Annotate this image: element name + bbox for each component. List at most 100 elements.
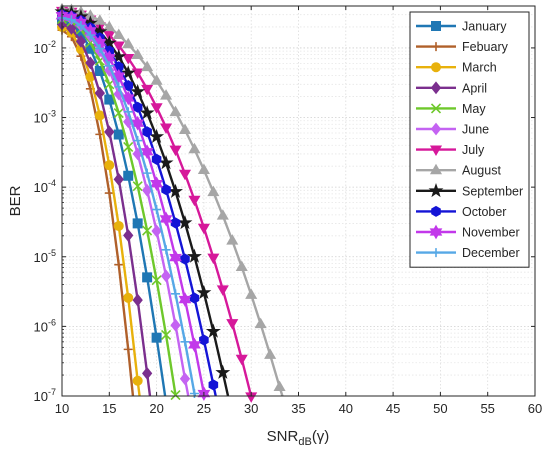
data-point-triangle-down [112, 41, 125, 53]
data-point-plus [431, 248, 441, 258]
data-point-plus [104, 188, 114, 198]
data-point-triangle-down [429, 145, 443, 157]
data-point-triangle-down [188, 195, 201, 207]
data-point-diamond [132, 293, 143, 307]
data-point-hexagon [161, 184, 171, 196]
data-point-triangle-up [150, 74, 163, 85]
data-point-diamond [113, 172, 124, 186]
x-tick-label: 20 [149, 401, 163, 416]
data-point-triangle-up [178, 123, 192, 134]
data-point-triangle-down [169, 145, 182, 157]
data-point-star [205, 323, 221, 338]
x-tick-label: 30 [244, 401, 258, 416]
data-point-x [142, 225, 153, 236]
data-point-diamond [170, 318, 181, 332]
data-point-triangle-up [226, 234, 239, 245]
data-point-hexagon [132, 101, 143, 113]
y-tick-label: 10-2 [34, 39, 56, 56]
legend-label: November [462, 226, 520, 240]
x-tick-label: 55 [480, 401, 494, 416]
legend-label: May [462, 102, 486, 116]
x-tick-label: 40 [339, 401, 353, 416]
data-point-star [130, 83, 146, 99]
data-point-triangle-up [273, 380, 286, 392]
legend-item: June [416, 123, 489, 137]
data-point-circle [431, 62, 441, 73]
y-axis-label: BER [7, 185, 24, 216]
data-point-triangle-up [207, 185, 220, 197]
data-point-triangle-down [226, 319, 239, 330]
data-point-star [120, 65, 136, 80]
x-tick-label: 25 [197, 401, 211, 416]
data-point-circle [132, 375, 143, 386]
data-point-hexagon [123, 80, 134, 92]
data-point-diamond [75, 34, 87, 48]
data-point-star [139, 105, 155, 120]
data-point-triangle-up [235, 260, 248, 272]
data-point-plus [161, 245, 171, 255]
x-tick-label: 35 [291, 401, 305, 416]
data-point-hexagram [159, 211, 173, 227]
x-tick-label: 60 [528, 401, 542, 416]
data-point-diamond [85, 56, 96, 70]
legend-item: August [416, 164, 501, 178]
data-point-hexagram [150, 176, 163, 191]
data-point-hexagram [178, 292, 192, 307]
data-point-plus [180, 337, 190, 347]
data-point-triangle-down [141, 84, 154, 96]
data-point-hexagram [169, 250, 182, 265]
data-point-plus [104, 61, 114, 71]
legend-label: Febuary [462, 40, 509, 54]
y-tick-label: 10-7 [34, 387, 56, 404]
data-point-triangle-down [207, 253, 220, 265]
legend-item: March [416, 61, 497, 75]
data-point-plus [76, 21, 86, 31]
y-tick-label: 10-6 [34, 317, 56, 334]
data-point-triangle-down [216, 285, 229, 296]
data-point-x [113, 107, 124, 119]
data-point-diamond [104, 63, 115, 77]
data-point-hexagon [142, 126, 152, 138]
legend-label: June [462, 123, 489, 137]
data-point-x [151, 275, 162, 286]
data-point-triangle-down [122, 54, 135, 65]
data-point-diamond [430, 122, 442, 136]
data-point-circle [113, 220, 124, 231]
data-point-diamond [430, 81, 442, 95]
data-point-triangle-up [131, 48, 144, 59]
legend-item: January [416, 20, 507, 34]
data-point-plus [189, 389, 199, 399]
legend-box [409, 11, 530, 268]
data-point-x [430, 103, 442, 114]
data-point-plus [114, 260, 124, 270]
data-point-plus [95, 44, 105, 54]
data-point-hexagon [189, 292, 200, 304]
data-point-hexagon [431, 205, 441, 217]
data-point-square [151, 332, 162, 343]
data-point-diamond [66, 21, 77, 35]
data-point-hexagon [151, 153, 162, 165]
data-point-star [215, 364, 231, 379]
legend-label: August [462, 164, 501, 178]
legend-label: March [462, 61, 497, 75]
data-point-hexagram [131, 115, 145, 131]
legend-label: October [462, 205, 506, 219]
data-point-plus [152, 205, 162, 215]
legend-item: November [416, 224, 520, 240]
data-point-triangle-up [188, 142, 201, 154]
data-point-diamond [160, 269, 172, 283]
legend-label: April [462, 81, 487, 95]
data-point-triangle-up [429, 163, 443, 175]
data-point-x [170, 389, 181, 401]
data-point-plus [123, 107, 133, 117]
x-axis-label: SNRdB(γ) [267, 428, 330, 448]
data-point-triangle-up [254, 317, 267, 329]
data-point-x [132, 181, 143, 192]
x-tick-label: 45 [386, 401, 400, 416]
data-point-star [168, 183, 183, 198]
legend-item: September [416, 182, 523, 198]
data-point-diamond [123, 228, 134, 242]
data-point-triangle-up [216, 209, 229, 220]
data-point-hexagram [429, 224, 443, 240]
legend-label: January [462, 20, 507, 34]
